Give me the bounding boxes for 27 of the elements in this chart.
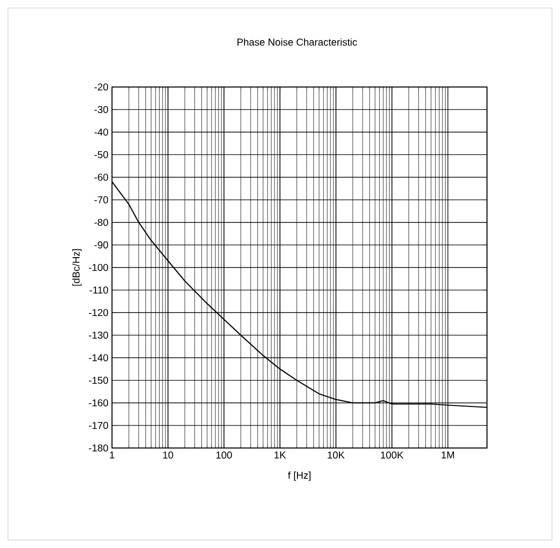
y-tick-label: -150 [88,376,108,384]
y-tick-label: -60 [94,174,108,181]
y-tick-label: -180 [88,444,108,452]
x-tick-label: 1M [442,452,454,458]
y-tick-label: -70 [94,196,108,204]
x-tick-label: 100 [216,452,232,459]
y-tick-label: -90 [94,241,108,248]
x-tick-label: 100K [380,452,404,459]
x-tick-label: 1 [110,452,114,458]
y-tick-label: -100 [88,264,108,272]
y-tick-label: -170 [88,422,108,429]
x-tick-label: 10 [163,452,174,459]
y-tick-label: -50 [94,151,108,158]
y-tick-label: -30 [94,106,108,114]
y-tick-label: -80 [94,218,108,226]
x-tick-label: 10K [328,452,345,459]
y-tick-label: -110 [90,286,108,294]
y-tick-label: -160 [88,399,108,406]
y-axis-title: [dBc/Hz] [72,249,82,286]
x-tick-label: 1K [274,452,286,458]
y-tick-label: -140 [88,354,108,362]
y-tick-label: -120 [88,309,108,316]
y-tick-label: -40 [94,128,108,136]
y-tick-label: -20 [94,83,108,91]
chart-title: Phase Noise Characteristic [238,38,358,46]
x-axis-title: f [Hz] [288,471,310,481]
y-tick-label: -130 [88,332,108,339]
